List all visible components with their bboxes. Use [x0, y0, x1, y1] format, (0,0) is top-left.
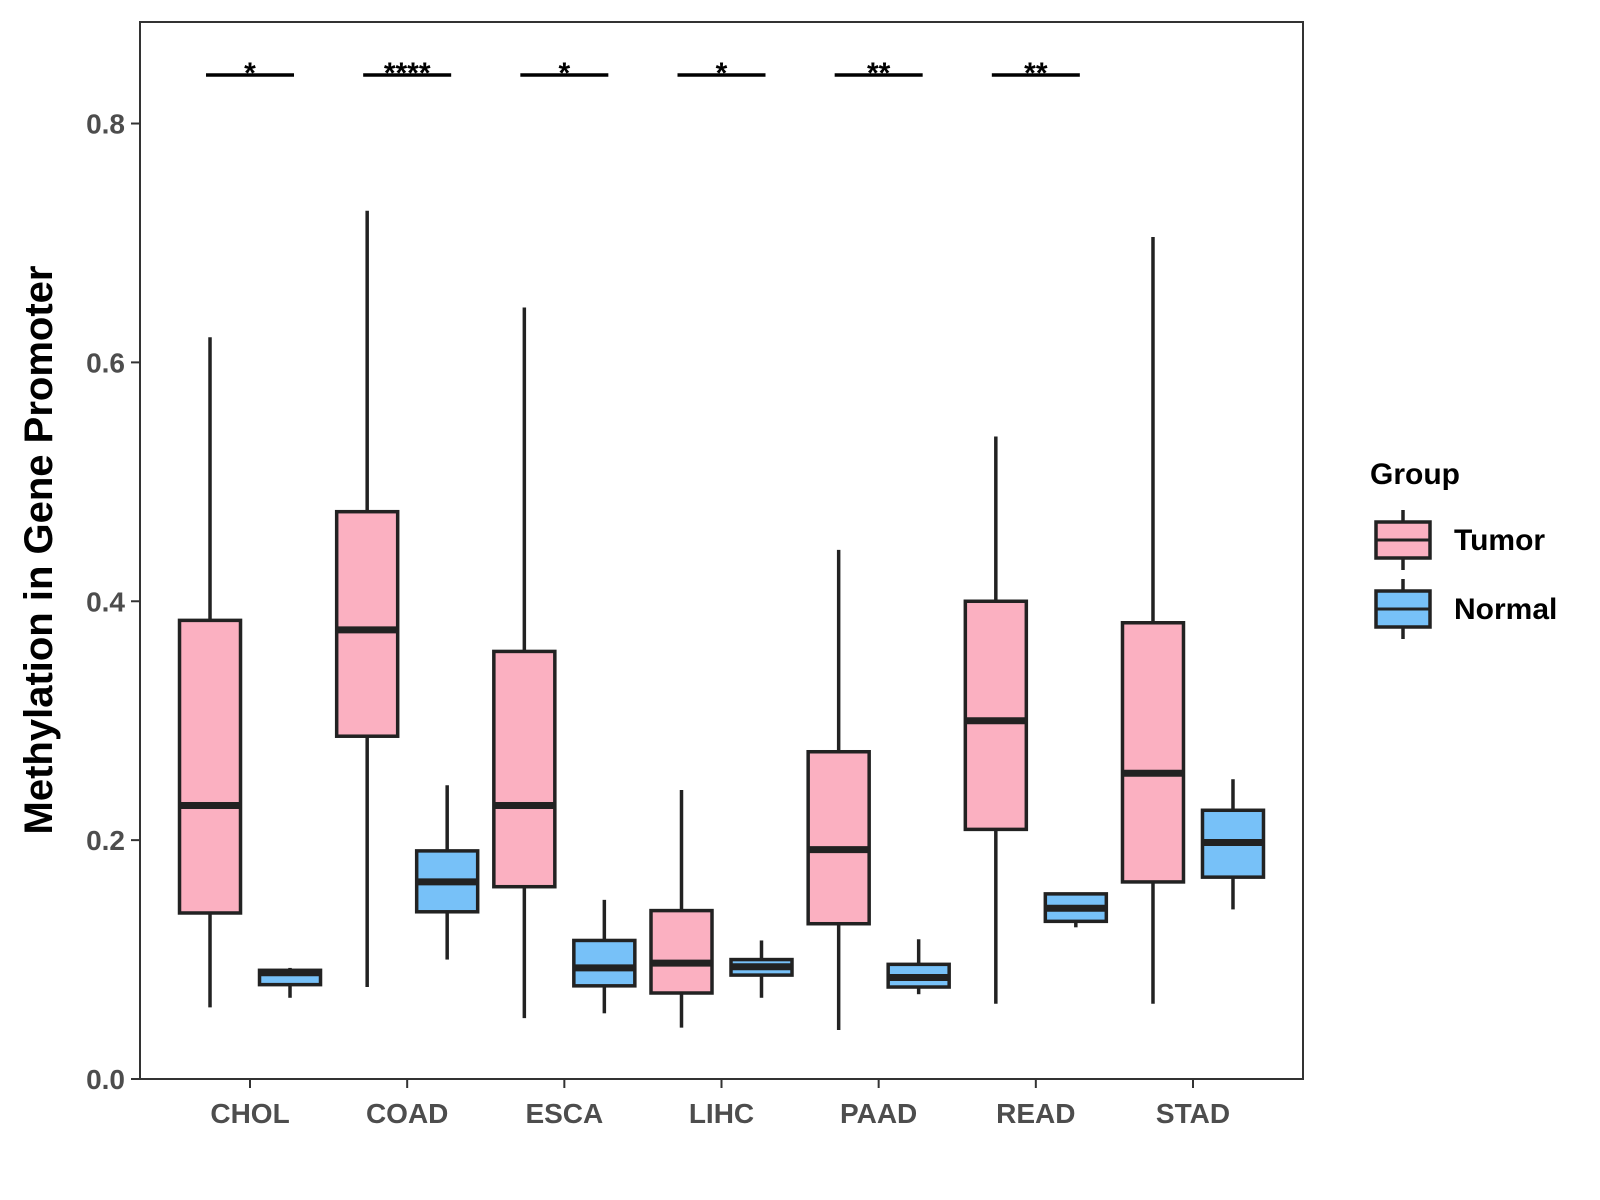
x-tick-label-coad: COAD: [366, 1098, 448, 1129]
normal-box-paad: [886, 939, 951, 995]
normal-box-coad: [414, 785, 480, 960]
significance-label: *: [244, 57, 256, 90]
box-iqr: [492, 649, 557, 889]
tumor-box-coad: [334, 210, 400, 988]
x-tick-label-esca: ESCA: [525, 1098, 603, 1129]
panel-background: [140, 22, 1303, 1079]
legend-label: Tumor: [1454, 524, 1545, 557]
significance-label: *: [716, 57, 728, 90]
significance-label: ****: [384, 57, 431, 90]
box-iqr: [649, 908, 714, 995]
legend-item-tumor: Tumor: [1374, 510, 1545, 570]
y-tick-label: 0.4: [86, 586, 125, 617]
boxes-layer: [177, 210, 1266, 1031]
box-iqr: [963, 599, 1029, 832]
tumor-box-lihc: [649, 789, 714, 1028]
x-tick-label-paad: PAAD: [840, 1098, 917, 1129]
significance-layer: * **** * * ** **: [206, 57, 1080, 90]
normal-box-chol: [257, 967, 323, 998]
tumor-box-esca: [492, 307, 557, 1019]
significance-label: *: [558, 57, 570, 90]
box-iqr: [572, 938, 637, 988]
y-axis-title: Methylation in Gene Promoter: [17, 266, 61, 835]
legend: Group Tumor Normal: [1370, 458, 1557, 639]
box-iqr: [806, 749, 871, 926]
y-tick-label: 0.0: [86, 1064, 125, 1095]
box-iqr: [334, 509, 400, 738]
tumor-box-stad: [1120, 236, 1186, 1004]
tumor-box-chol: [177, 337, 243, 1008]
legend-label: Normal: [1454, 593, 1557, 626]
normal-box-stad: [1200, 779, 1266, 910]
x-tick-label-lihc: LIHC: [689, 1098, 754, 1129]
x-tick-label-read: READ: [996, 1098, 1075, 1129]
legend-item-normal: Normal: [1374, 579, 1557, 639]
normal-box-read: [1043, 892, 1109, 928]
y-tick-label: 0.2: [86, 825, 125, 856]
significance-label: **: [1024, 57, 1048, 90]
box-iqr: [1120, 621, 1186, 884]
y-tick-label: 0.8: [86, 109, 125, 140]
box-iqr: [177, 618, 243, 915]
significance-label: **: [867, 57, 891, 90]
normal-box-lihc: [729, 940, 794, 998]
y-tick-label: 0.6: [86, 347, 125, 378]
x-tick-label-chol: CHOL: [210, 1098, 289, 1129]
normal-box-esca: [572, 899, 637, 1014]
tumor-box-read: [963, 436, 1029, 1004]
legend-title: Group: [1370, 458, 1460, 491]
y-axis: 0.0 0.2 0.4 0.6 0.8: [86, 109, 140, 1095]
x-axis: CHOL COAD ESCA LIHC PAAD READ STAD: [210, 1079, 1230, 1129]
tumor-box-paad: [806, 549, 871, 1031]
x-tick-label-stad: STAD: [1156, 1098, 1230, 1129]
